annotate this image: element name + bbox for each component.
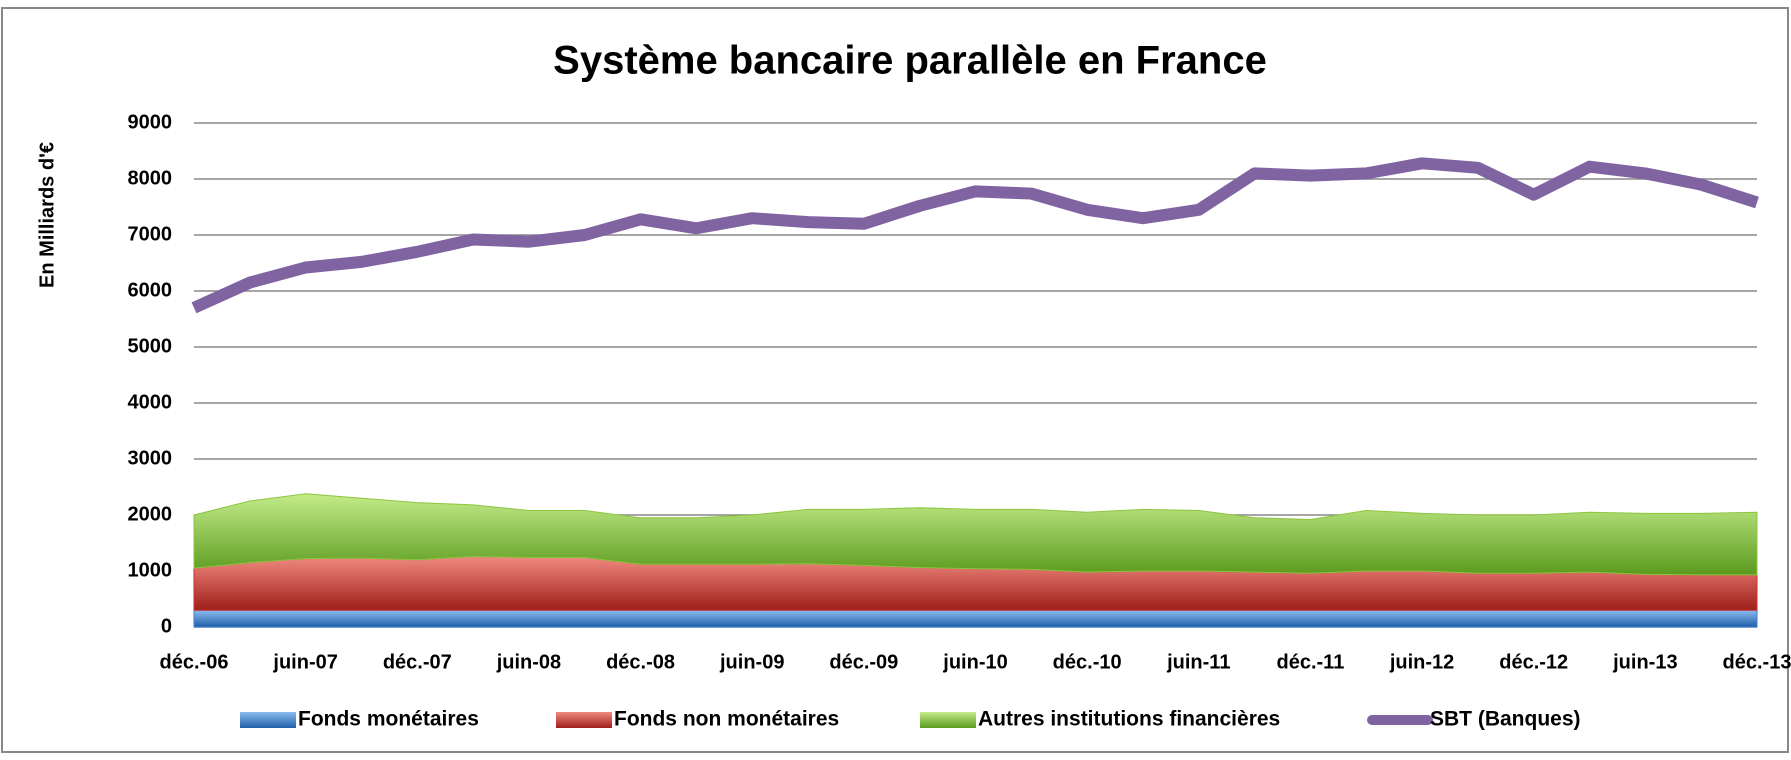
y-tick-label: 7000 — [128, 223, 173, 245]
y-tick-label: 8000 — [128, 167, 173, 189]
area — [193, 493, 1758, 576]
y-axis-label: En Milliards d'€ — [36, 142, 58, 288]
x-tick-label: déc.-10 — [1053, 651, 1122, 673]
x-tick-label: déc.-08 — [606, 651, 675, 673]
legend-swatch — [920, 712, 976, 728]
y-tick-label: 6000 — [128, 279, 173, 301]
legend-swatch — [556, 712, 612, 728]
x-tick-label: déc.-09 — [829, 651, 898, 673]
x-tick-label: juin-10 — [942, 651, 1007, 673]
legend-label: Fonds non monétaires — [614, 708, 839, 731]
x-tick-label: juin-11 — [1166, 651, 1230, 673]
y-tick-label: 1000 — [128, 559, 173, 581]
line — [191, 157, 1759, 314]
y-tick-label: 0 — [161, 615, 172, 637]
chart-title: Système bancaire parallèle en France — [553, 39, 1267, 83]
x-tick-label: déc.-11 — [1277, 651, 1345, 673]
y-tick-label: 2000 — [128, 503, 173, 525]
x-tick-label: juin-07 — [272, 651, 337, 673]
y-tick-label: 3000 — [128, 447, 173, 469]
x-tick-label: déc.-13 — [1723, 651, 1791, 673]
area — [193, 609, 1758, 628]
legend-label: SBT (Banques) — [1430, 708, 1581, 731]
y-tick-label: 5000 — [128, 335, 173, 357]
x-tick-label: juin-08 — [496, 651, 561, 673]
x-tick-label: juin-12 — [1389, 651, 1454, 673]
y-tick-label: 4000 — [128, 391, 173, 413]
x-tick-label: juin-09 — [719, 651, 784, 673]
x-tick-label: juin-13 — [1612, 651, 1677, 673]
frame — [1, 7, 1789, 753]
legend-label: Fonds monétaires — [298, 708, 479, 731]
x-tick-label: déc.-12 — [1499, 651, 1568, 673]
legend-label: Autres institutions financières — [978, 708, 1280, 731]
legend-swatch — [240, 712, 296, 728]
y-tick-label: 9000 — [128, 111, 173, 133]
x-tick-label: déc.-06 — [160, 651, 229, 673]
x-tick-label: déc.-07 — [383, 651, 452, 673]
